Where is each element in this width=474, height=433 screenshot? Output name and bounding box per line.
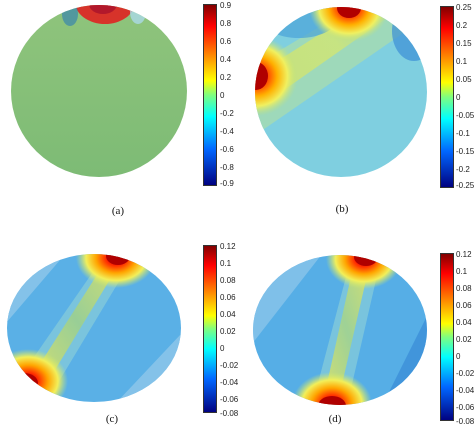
tick-label: -0.06 xyxy=(220,395,239,404)
tick-label: 0 xyxy=(456,352,461,361)
tick-label: 0.06 xyxy=(456,301,472,310)
tick-label: -0.2 xyxy=(220,109,234,118)
tick-label: -0.04 xyxy=(220,378,239,387)
tick-label: 0.15 xyxy=(456,39,472,48)
caption-d: (d) xyxy=(328,413,342,425)
tick-label: -0.1 xyxy=(456,129,470,138)
tick-label: 0.12 xyxy=(220,242,236,251)
hotspot-d-bottom xyxy=(318,396,346,405)
tick-label: 0.1 xyxy=(456,57,468,66)
tick-label: -0.08 xyxy=(456,417,474,426)
caption-a: (a) xyxy=(111,205,125,217)
tick-label: 0.12 xyxy=(456,250,472,259)
tick-label: 0.04 xyxy=(220,310,236,319)
tick-label: 0.9 xyxy=(220,1,232,10)
tick-label: -0.4 xyxy=(220,127,234,136)
tick-label: 0.1 xyxy=(456,267,468,276)
tick-label: 0.25 xyxy=(456,3,472,12)
tick-label: -0.2 xyxy=(456,165,470,174)
tick-label: 0.2 xyxy=(220,73,232,82)
tick-label: 0.1 xyxy=(220,259,232,268)
tick-label: -0.08 xyxy=(220,409,239,418)
tick-label: -0.15 xyxy=(456,147,474,156)
field-disk-c xyxy=(6,253,182,403)
tick-label: 0 xyxy=(456,93,461,102)
colorbar-c xyxy=(203,245,217,413)
tick-label: -0.05 xyxy=(456,111,474,120)
tick-label: 0.02 xyxy=(220,327,236,336)
tick-label: -0.06 xyxy=(456,403,474,412)
tick-label: 0.02 xyxy=(456,335,472,344)
tick-label: 0.04 xyxy=(456,318,472,327)
tick-label: -0.6 xyxy=(220,145,234,154)
caption-b: (b) xyxy=(335,203,349,215)
tick-label: -0.9 xyxy=(220,179,234,188)
field-disk-d xyxy=(252,254,428,406)
tick-label: -0.8 xyxy=(220,163,234,172)
tick-label: 0.08 xyxy=(456,284,472,293)
tick-label: -0.02 xyxy=(456,369,474,378)
tick-label: 0.8 xyxy=(220,19,232,28)
tick-label: -0.04 xyxy=(456,386,474,395)
hotspot-c-bottom-left xyxy=(10,373,38,393)
tick-label: 0.08 xyxy=(220,276,236,285)
colorbar-d xyxy=(440,253,454,421)
hotspot-b-top-right xyxy=(337,7,361,18)
tick-label: 0.4 xyxy=(220,55,232,64)
tick-label: 0.05 xyxy=(456,75,472,84)
tick-label: 0 xyxy=(220,91,225,100)
tick-label: -0.25 xyxy=(456,181,474,190)
field-disk-a xyxy=(10,4,188,178)
colorbar-a xyxy=(203,4,217,186)
hotspot-a-top xyxy=(75,5,135,24)
colorbar-b xyxy=(440,6,454,188)
caption-c: (c) xyxy=(105,413,119,425)
tick-label: 0 xyxy=(220,344,225,353)
tick-label: 0.2 xyxy=(456,21,468,30)
tick-label: 0.06 xyxy=(220,293,236,302)
tick-label: -0.02 xyxy=(220,361,239,370)
field-disk-b xyxy=(254,6,428,178)
tick-label: 0.6 xyxy=(220,37,232,46)
